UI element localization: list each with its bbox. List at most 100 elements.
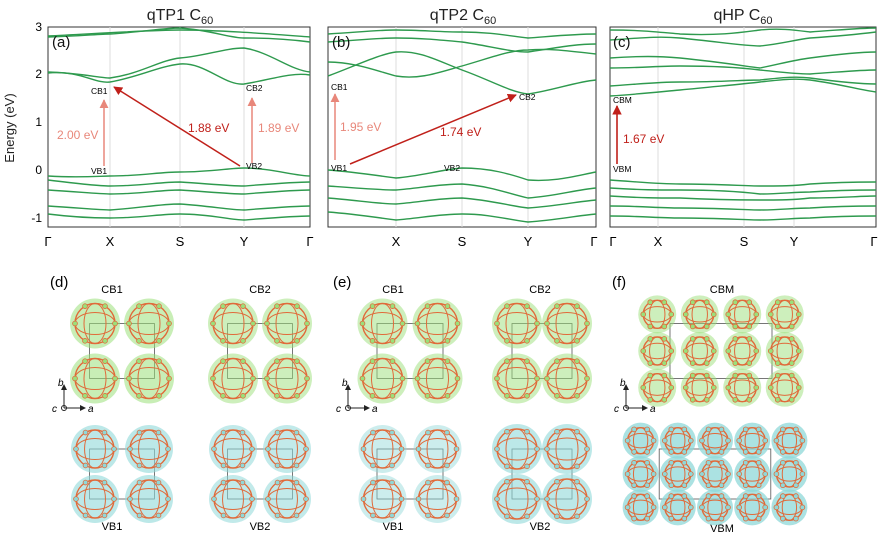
svg-text:a: a: [372, 404, 378, 415]
band-b-v1: [327, 167, 597, 182]
fullerene-ball: [680, 332, 719, 370]
fullerene-ball: [765, 332, 804, 370]
y-tick-3: 3: [35, 20, 42, 34]
orbital-lattice: [492, 298, 592, 404]
axes-glyph-e: b c a: [336, 378, 378, 415]
title-c: qHP C60: [713, 7, 772, 27]
xtick-c-1: X: [654, 234, 663, 249]
fullerene-ball: [413, 475, 462, 523]
xtick-a-2: S: [176, 234, 185, 249]
orb-f-vbm: VBM: [710, 523, 734, 535]
fullerene-ball: [697, 422, 733, 459]
title-a: qTP1 C60: [147, 7, 214, 27]
letter-c: (c): [613, 34, 631, 51]
bands-a: [47, 27, 311, 221]
xtick-c-3: Y: [790, 234, 799, 249]
fullerene-ball: [638, 332, 677, 370]
label-a-cb2: CB2: [246, 83, 263, 93]
xtick-a-0: Γ: [44, 234, 51, 249]
panel-b-frame: [327, 26, 597, 228]
band-a-c1: [47, 63, 311, 85]
fullerene-ball: [723, 332, 762, 370]
label-b-vb1: VB1: [331, 163, 347, 173]
orbital-lattice: [208, 298, 312, 404]
fullerene-ball: [659, 422, 696, 459]
fullerene-ball: [542, 353, 592, 404]
fullerene-ball: [723, 295, 762, 334]
arrow-a-indirect: [113, 86, 241, 167]
band-b-v2: [327, 183, 597, 199]
orb-d-cb2: CB2: [249, 284, 270, 296]
fullerene-ball: [771, 422, 808, 459]
gap-a-direct1: 2.00 eV: [57, 128, 98, 142]
bands-c: [609, 27, 877, 221]
svg-text:b: b: [342, 378, 348, 389]
band-c-v2: [609, 187, 877, 195]
orbital-lattice: [357, 298, 463, 404]
y-tick-0: 0: [35, 163, 42, 177]
orb-d-cb1: CB1: [101, 284, 122, 296]
xtick-c-0: Γ: [609, 234, 616, 249]
fullerene-ball: [71, 425, 119, 473]
y-tick-m1: -1: [31, 211, 42, 225]
band-a-c4: [47, 29, 311, 38]
fullerene-ball: [638, 368, 677, 407]
svg-text:b: b: [58, 378, 64, 389]
xtick-b-3: Y: [524, 234, 533, 249]
xtick-a-1: X: [106, 234, 115, 249]
gap-a-indirect: 1.88 eV: [188, 121, 229, 135]
band-c-c2: [609, 76, 877, 87]
svg-text:a: a: [88, 404, 94, 415]
annotations-c: CBM VBM 1.67 eV: [612, 95, 664, 174]
band-c-c3: [609, 65, 877, 75]
band-a-v4: [47, 203, 311, 211]
fullerene-ball: [542, 424, 592, 474]
gap-a-direct2: 1.89 eV: [258, 121, 299, 135]
label-a-cb1: CB1: [91, 86, 108, 96]
fullerene-ball: [262, 298, 312, 349]
y-tick-2: 2: [35, 67, 42, 81]
fullerene-ball: [765, 368, 804, 407]
xtick-a-4: Γ: [306, 234, 313, 249]
label-b-vb2: VB2: [444, 163, 460, 173]
y-axis-label: Energy (eV): [2, 93, 17, 162]
orbital-lattice: [622, 422, 808, 526]
svg-text:c: c: [52, 404, 57, 415]
fullerene-ball: [771, 456, 808, 492]
band-b-v4: [327, 211, 597, 223]
fullerene-ball: [208, 298, 258, 349]
band-b-c1: [327, 51, 597, 95]
band-b-c2: [327, 48, 597, 78]
orb-e-vb1: VB1: [383, 521, 404, 533]
fullerene-ball: [70, 298, 120, 349]
svg-text:a: a: [650, 404, 656, 415]
fullerene-ball: [208, 353, 258, 404]
orbital-lattice: [638, 295, 804, 407]
axes-glyph-d: b c a: [52, 378, 94, 415]
fullerene-ball: [734, 456, 771, 492]
orbital-lattice: [492, 424, 592, 524]
band-a-v3: [47, 189, 311, 195]
xtick-b-1: X: [392, 234, 401, 249]
fullerene-ball: [492, 424, 542, 474]
svg-text:c: c: [336, 404, 341, 415]
fullerene-ball: [358, 475, 407, 523]
band-c-c5: [609, 31, 877, 47]
label-a-vb1: VB1: [91, 166, 107, 176]
fullerene-ball: [263, 475, 311, 523]
fullerene-ball: [492, 298, 542, 349]
letter-e: (e): [333, 274, 351, 291]
orb-d-vb2: VB2: [250, 521, 271, 533]
fullerene-ball: [697, 489, 733, 526]
fullerene-ball: [71, 475, 119, 523]
fullerene-ball: [765, 295, 804, 334]
orbital-labels: CB1 CB2 VB1 VB2 CB1 CB2 VB1 VB2 CBM VBM: [101, 284, 734, 535]
gap-b-indirect: 1.74 eV: [440, 125, 481, 139]
x-ticks-c: Γ X S Y Γ: [609, 234, 877, 249]
fullerene-ball: [124, 298, 174, 349]
arrow-b-indirect: [349, 93, 517, 165]
orb-e-cb1: CB1: [382, 284, 403, 296]
gap-c-direct: 1.67 eV: [623, 132, 664, 146]
band-c-v4: [609, 205, 877, 211]
fullerene-ball: [492, 474, 542, 524]
